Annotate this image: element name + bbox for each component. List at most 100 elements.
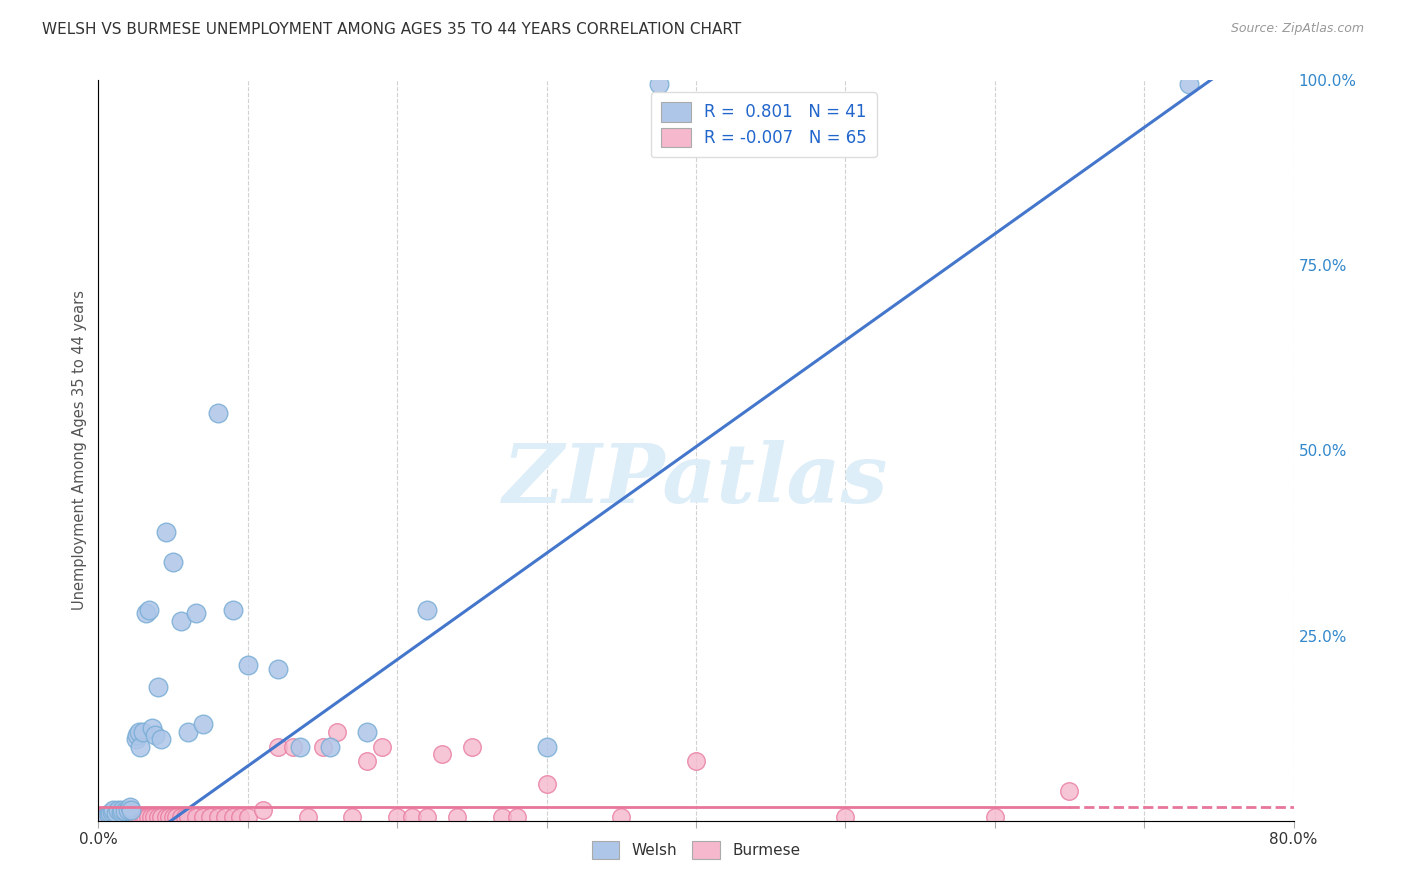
Point <box>536 776 558 791</box>
Point <box>401 810 423 824</box>
Point <box>191 810 214 824</box>
Point <box>136 810 159 824</box>
Point <box>128 724 150 739</box>
Point <box>536 739 558 754</box>
Point <box>177 810 200 824</box>
Point <box>319 739 342 754</box>
Point <box>647 77 669 91</box>
Text: WELSH VS BURMESE UNEMPLOYMENT AMONG AGES 35 TO 44 YEARS CORRELATION CHART: WELSH VS BURMESE UNEMPLOYMENT AMONG AGES… <box>42 22 741 37</box>
Point <box>207 407 229 421</box>
Point <box>105 810 128 824</box>
Point <box>297 810 319 824</box>
Point <box>97 810 120 824</box>
Point <box>236 810 259 824</box>
Point <box>385 810 409 824</box>
Point <box>150 732 173 747</box>
Point <box>214 810 236 824</box>
Point <box>141 721 163 735</box>
Point <box>103 810 125 824</box>
Point <box>446 810 468 824</box>
Point <box>267 739 290 754</box>
Point <box>177 724 200 739</box>
Point <box>148 810 170 824</box>
Point <box>118 800 141 814</box>
Point <box>94 810 117 824</box>
Point <box>125 732 148 747</box>
Point <box>162 810 184 824</box>
Point <box>112 810 135 824</box>
Point <box>110 805 132 819</box>
Point <box>169 810 191 824</box>
Point <box>114 804 136 818</box>
Point <box>120 803 142 817</box>
Point <box>135 607 157 621</box>
Point <box>117 803 139 817</box>
Point <box>461 739 484 754</box>
Point <box>120 810 142 824</box>
Point <box>111 803 134 817</box>
Point <box>1059 784 1081 798</box>
Point <box>104 810 127 824</box>
Point <box>139 810 162 824</box>
Point <box>416 602 439 616</box>
Point <box>98 806 122 821</box>
Point <box>91 810 114 824</box>
Point <box>222 602 245 616</box>
Point <box>117 810 139 824</box>
Point <box>236 658 259 673</box>
Point <box>138 602 160 616</box>
Point <box>356 755 378 769</box>
Point <box>491 810 513 824</box>
Point <box>103 803 125 817</box>
Point <box>94 810 117 824</box>
Point <box>281 739 304 754</box>
Point <box>191 717 214 731</box>
Point <box>165 810 187 824</box>
Point <box>97 807 120 822</box>
Point <box>143 729 166 743</box>
Point <box>127 810 149 824</box>
Point <box>110 810 132 824</box>
Point <box>162 555 184 569</box>
Point <box>129 810 152 824</box>
Point <box>174 810 197 824</box>
Point <box>326 724 349 739</box>
Point <box>129 739 152 754</box>
Point <box>288 739 311 754</box>
Point <box>430 747 453 761</box>
Point <box>142 810 165 824</box>
Point <box>1178 77 1201 91</box>
Point <box>207 810 229 824</box>
Point <box>371 739 394 754</box>
Point <box>356 724 378 739</box>
Text: ZIPatlas: ZIPatlas <box>503 440 889 520</box>
Point <box>169 614 191 628</box>
Point <box>114 810 136 824</box>
Point <box>87 810 110 824</box>
Point <box>184 607 207 621</box>
Point <box>984 810 1007 824</box>
Point <box>101 810 124 824</box>
Point <box>184 810 207 824</box>
Point <box>252 803 274 817</box>
Point <box>118 810 141 824</box>
Point <box>101 805 124 819</box>
Point <box>105 806 128 821</box>
Point <box>222 810 245 824</box>
Y-axis label: Unemployment Among Ages 35 to 44 years: Unemployment Among Ages 35 to 44 years <box>72 291 87 610</box>
Point <box>157 810 180 824</box>
Point <box>155 524 177 539</box>
Point <box>148 681 170 695</box>
Legend: Welsh, Burmese: Welsh, Burmese <box>586 835 806 865</box>
Point <box>200 810 222 824</box>
Point <box>111 810 134 824</box>
Point <box>267 662 290 676</box>
Point <box>155 810 177 824</box>
Point <box>311 739 333 754</box>
Point <box>506 810 529 824</box>
Point <box>685 755 707 769</box>
Point <box>416 810 439 824</box>
Point <box>834 810 856 824</box>
Point <box>229 810 252 824</box>
Text: Source: ZipAtlas.com: Source: ZipAtlas.com <box>1230 22 1364 36</box>
